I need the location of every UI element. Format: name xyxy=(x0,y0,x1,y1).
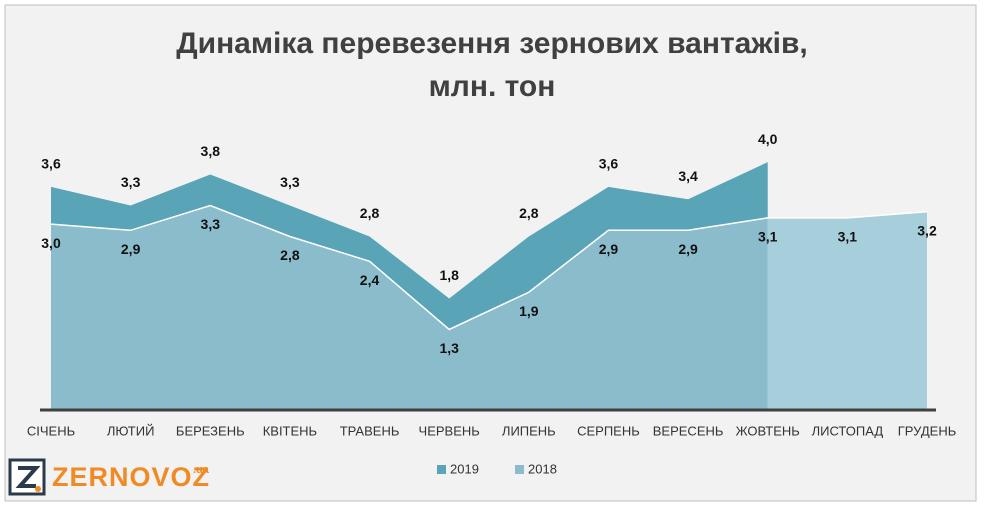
data-label: 2,9 xyxy=(678,241,698,257)
data-label: 3,3 xyxy=(201,216,221,232)
area xyxy=(51,205,927,410)
data-label: 3,6 xyxy=(41,156,61,172)
data-label: 3,0 xyxy=(41,235,61,251)
x-tick-label: ВЕРЕСЕНЬ xyxy=(653,423,724,438)
logo-icon xyxy=(15,466,41,488)
x-tick-label: ЛИПЕНЬ xyxy=(502,423,556,438)
data-label: 3,4 xyxy=(678,168,698,184)
x-tick-label: СІЧЕНЬ xyxy=(27,423,75,438)
logo-suffix: .ua xyxy=(193,464,210,476)
legend-swatch xyxy=(515,465,524,474)
data-label: 3,3 xyxy=(121,174,141,190)
data-label: 1,9 xyxy=(519,303,539,319)
data-label: 3,6 xyxy=(599,156,619,172)
logo-icon xyxy=(35,486,41,492)
data-label: 1,8 xyxy=(439,267,459,283)
legend-label: 2018 xyxy=(528,461,557,476)
x-tick-label: КВІТЕНЬ xyxy=(263,423,317,438)
data-label: 1,3 xyxy=(439,340,459,356)
area-edge xyxy=(50,204,928,331)
logo-text: ZERNOVOZ xyxy=(52,462,210,492)
x-tick-label: БЕРЕЗЕНЬ xyxy=(176,423,245,438)
data-label: 3,8 xyxy=(201,143,221,159)
data-label: 2,8 xyxy=(360,205,380,221)
x-tick-label: ЧЕРВЕНЬ xyxy=(419,423,480,438)
data-label: 3,2 xyxy=(917,222,937,238)
logo: ZERNOVOZ .ua xyxy=(8,458,210,496)
data-label: 2,8 xyxy=(519,205,539,221)
chart-title: млн. тон xyxy=(429,70,556,103)
data-label: 4,0 xyxy=(758,131,778,147)
x-tick-label: ЛИСТОПАД xyxy=(812,423,884,438)
data-label: 3,3 xyxy=(280,174,300,190)
x-tick-label: ЛЮТИЙ xyxy=(107,423,155,438)
data-label: 3,1 xyxy=(838,229,858,245)
data-label: 2,9 xyxy=(121,241,141,257)
legend-swatch xyxy=(437,465,446,474)
data-label: 3,1 xyxy=(758,229,778,245)
legend-label: 2019 xyxy=(450,461,479,476)
x-tick-label: ТРАВЕНЬ xyxy=(340,423,400,438)
data-label: 2,8 xyxy=(280,247,300,263)
x-tick-label: ГРУДЕНЬ xyxy=(898,423,957,438)
data-label: 2,4 xyxy=(360,272,380,288)
data-label: 2,9 xyxy=(599,241,619,257)
chart-title: Динаміка перевезення зернових вантажів, xyxy=(176,27,808,60)
x-tick-label: ЖОВТЕНЬ xyxy=(736,423,800,438)
x-tick-label: СЕРПЕНЬ xyxy=(577,423,640,438)
